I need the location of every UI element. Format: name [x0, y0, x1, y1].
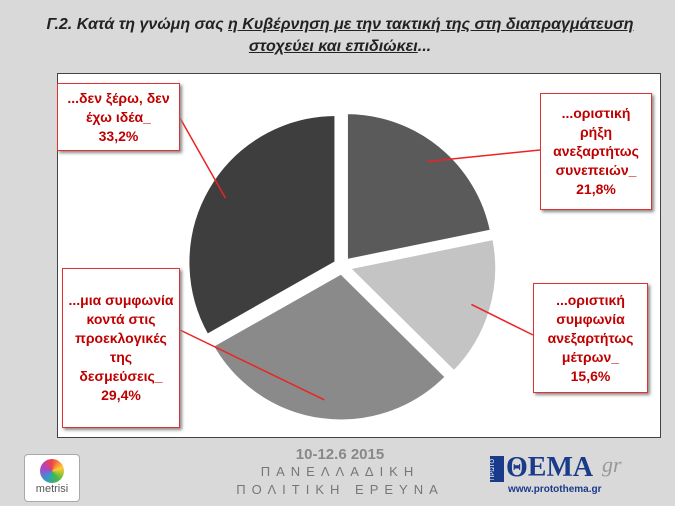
leader-line	[471, 303, 534, 336]
label-category: ...δεν ξέρω, δεν έχω ιδέα_	[67, 89, 170, 125]
label-category: ...οριστική ρήξη ανεξαρτήτως συνεπειών_	[553, 105, 639, 178]
label-category: ...μια συμφωνία κοντά στις προεκλογικές …	[68, 292, 174, 384]
logo-gr: gr	[602, 452, 622, 477]
label-value: 15,6%	[570, 367, 611, 384]
label-category: ...οριστική συμφωνία ανεξαρτήτως μέτρων_	[547, 291, 634, 365]
logo-icon	[40, 459, 64, 483]
data-label: ...οριστική ρήξη ανεξαρτήτως συνεπειών_ 2…	[540, 93, 652, 210]
label-value: 33,2%	[98, 127, 139, 144]
leader-line	[179, 329, 325, 401]
data-label: ...μια συμφωνία κοντά στις προεκλογικές …	[62, 268, 180, 428]
pie-slice	[345, 236, 499, 375]
footer-line1: ΠΑΝΕΛΛΑΔΙΚΗ	[260, 464, 420, 479]
pie-slice	[186, 112, 338, 338]
title-suffix: ...	[417, 38, 432, 55]
logo-text: metrisi	[35, 483, 69, 495]
title-underlined: η Κυβέρνηση με την τακτική της στη διαπρ…	[228, 16, 634, 55]
pie-slice	[210, 271, 449, 423]
data-label: ...δεν ξέρω, δεν έχω ιδέα_ 33,2%	[57, 83, 180, 151]
label-value: 21,8%	[576, 181, 616, 197]
footer-line2: ΠΟΛΙΤΙΚΗ ΕΡΕΥΝΑ	[236, 482, 444, 497]
chart-title: Γ.2. Κατά τη γνώμη σας η Κυβέρνηση με τη…	[20, 14, 660, 58]
logo-small: ΠΡΩΤΟ	[490, 456, 504, 482]
label-value: 29,4%	[101, 387, 141, 403]
logo-left: metrisi	[24, 454, 80, 502]
footer-date: 10-12.6 2015	[295, 446, 385, 463]
title-prefix: Γ.2. Κατά τη γνώμη σας	[46, 16, 229, 33]
pie-slice	[344, 111, 494, 263]
logo-url: www.protothema.gr	[508, 484, 602, 495]
leader-line	[179, 117, 227, 199]
logo-right: ΠΡΩΤΟ ΘΕΜΑ gr www.protothema.gr	[490, 452, 640, 498]
logo-main: ΘΕΜΑ	[506, 452, 594, 483]
leader-line	[427, 149, 541, 163]
data-label: ...οριστική συμφωνία ανεξαρτήτως μέτρων_…	[533, 283, 648, 393]
